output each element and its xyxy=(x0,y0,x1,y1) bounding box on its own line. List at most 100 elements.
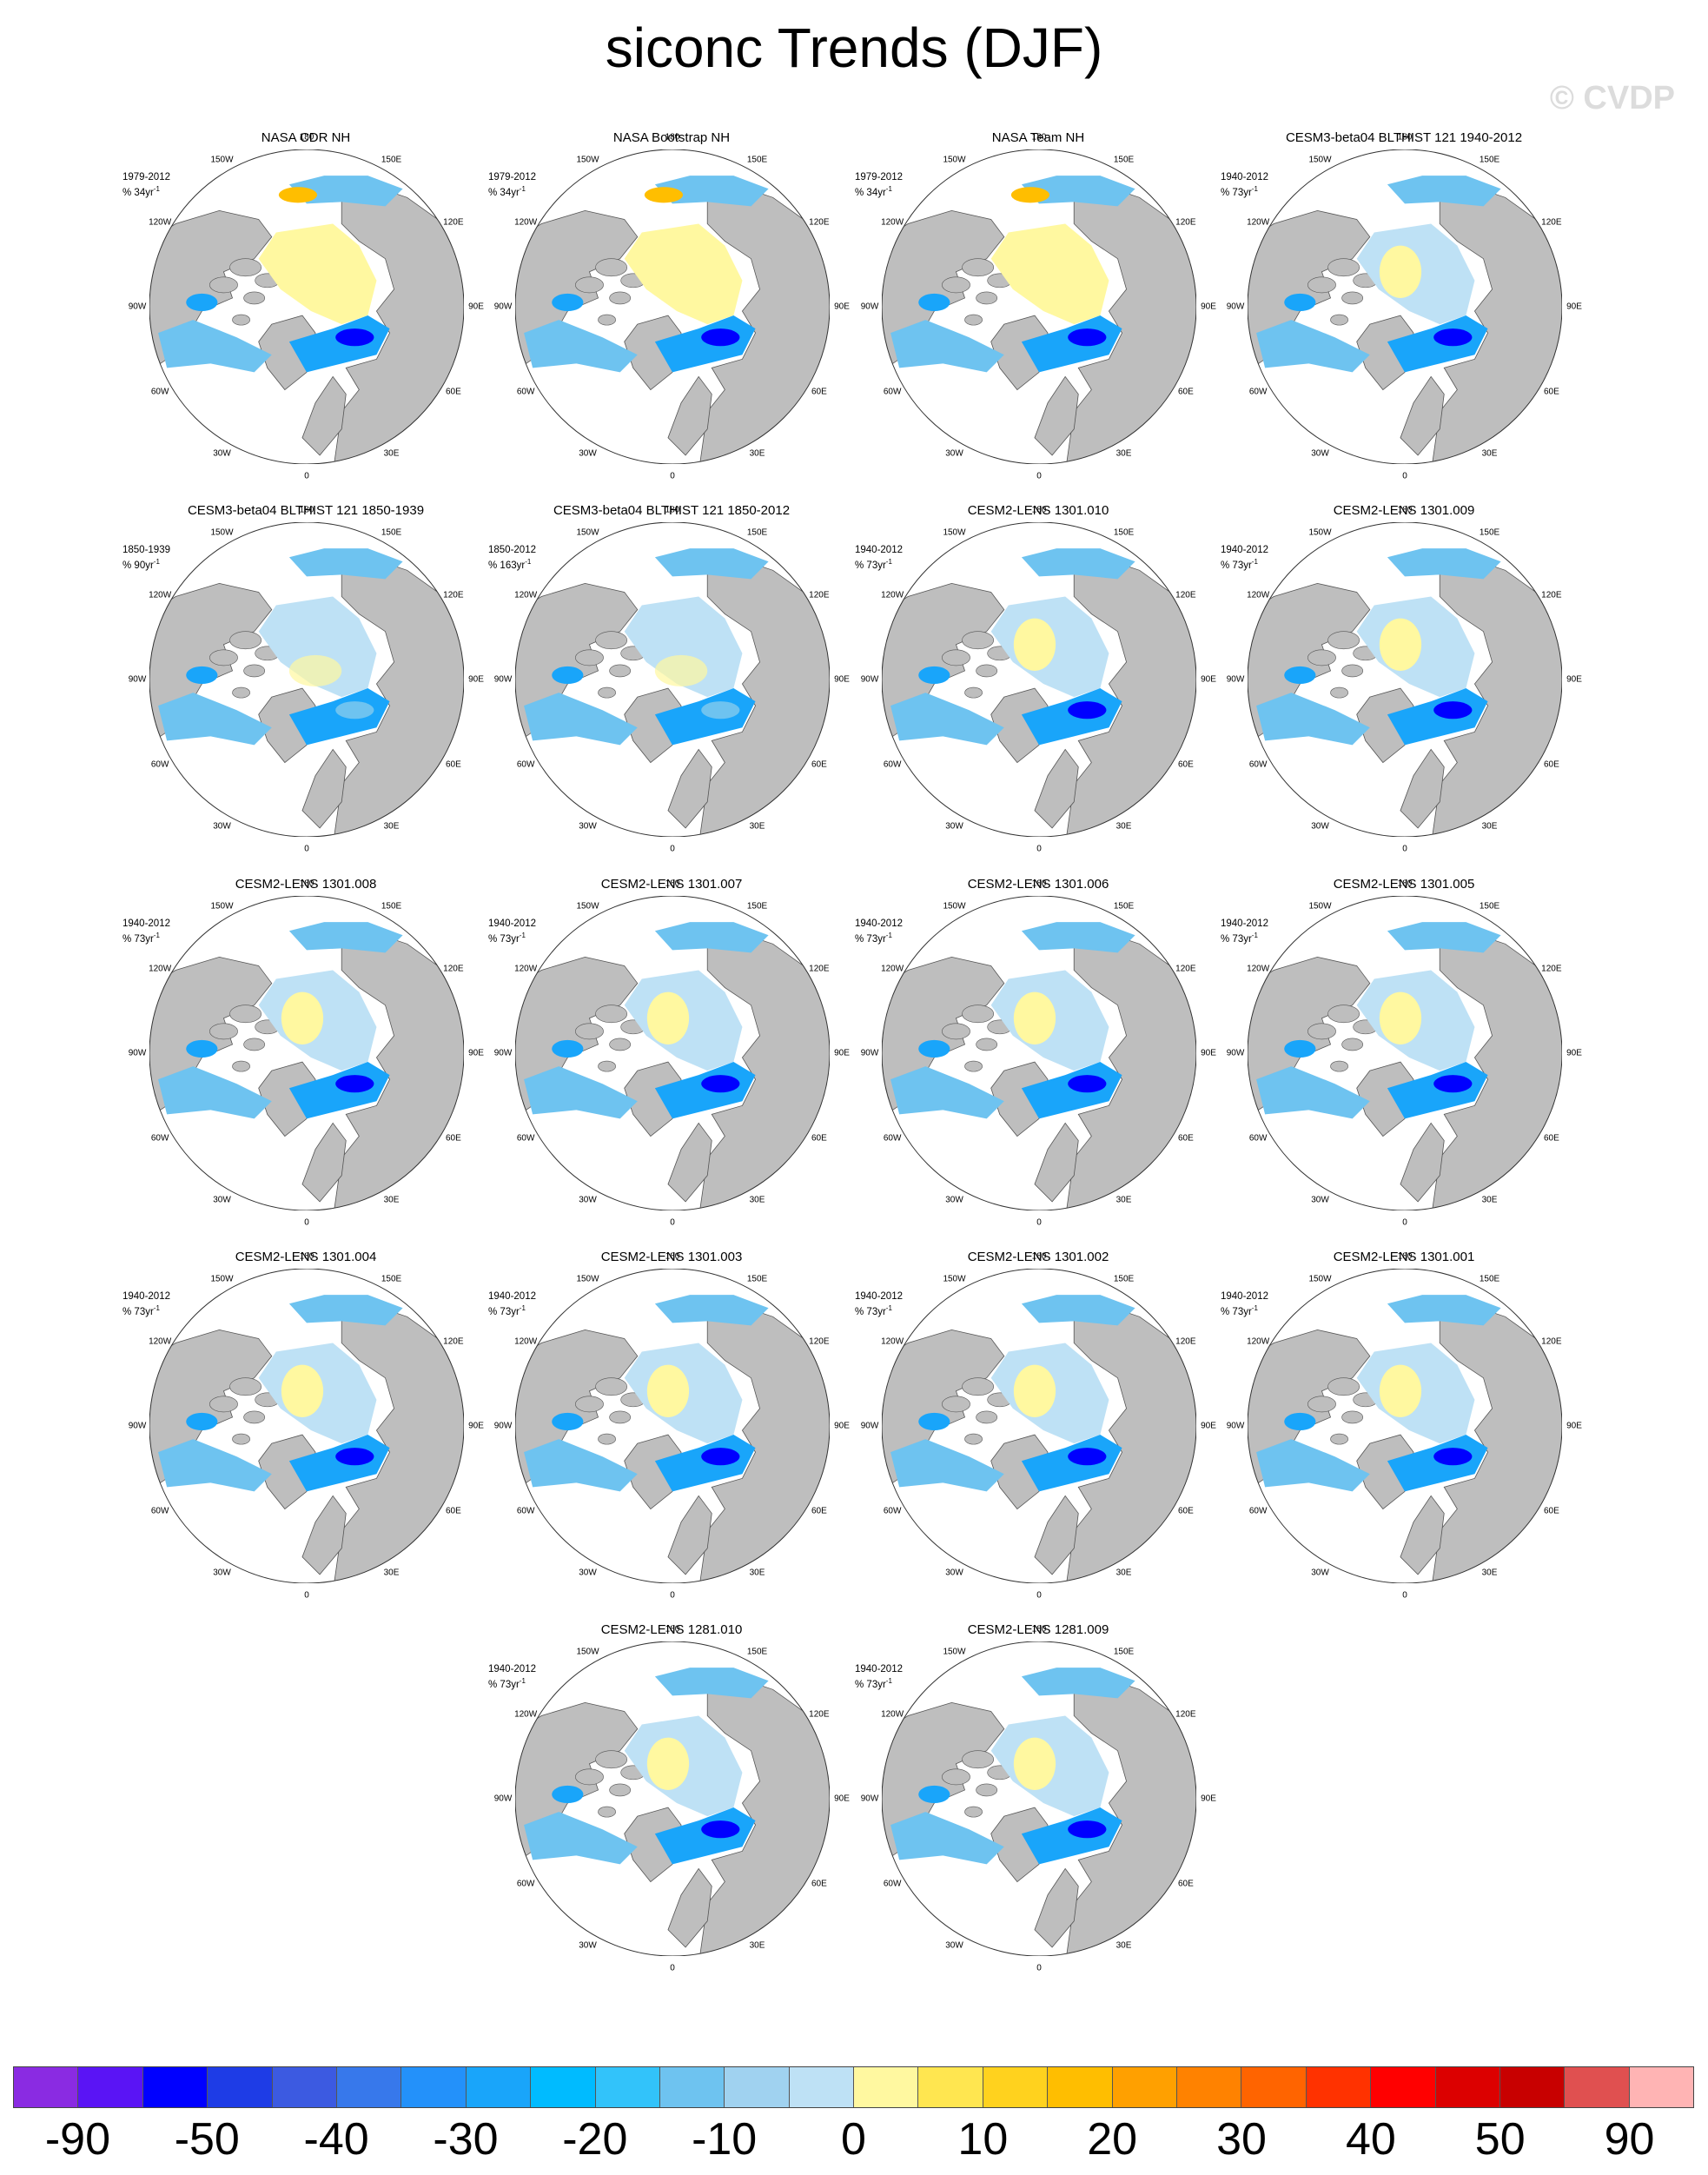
longitude-label: 150W xyxy=(576,155,599,165)
longitude-label: 120W xyxy=(514,1709,538,1719)
period-years: 1940-2012 xyxy=(122,918,170,929)
trend-unit: % 90yr-1 xyxy=(122,556,170,572)
period-years: 1940-2012 xyxy=(488,1291,536,1302)
map-panel: CESM3-beta04 BLTHIST 121 1940-2012 1940-2… xyxy=(1200,130,1608,495)
longitude-label: 150E xyxy=(381,901,402,912)
exponent: -1 xyxy=(153,558,160,566)
longitude-label: 150E xyxy=(381,155,402,165)
longitude-label: 60E xyxy=(1177,1133,1194,1143)
longitude-label: 30E xyxy=(383,1195,400,1205)
exponent: -1 xyxy=(885,185,892,193)
panel-title: CESM2-LENS 1301.007 xyxy=(600,877,743,892)
longitude-label: 150E xyxy=(1479,1274,1500,1284)
longitude-label: 90E xyxy=(1201,674,1216,685)
longitude-label: 90W xyxy=(128,1421,147,1431)
longitude-label: 120E xyxy=(443,1336,464,1346)
polar-map xyxy=(515,149,830,464)
colorbar-tick-label: -10 xyxy=(692,2114,758,2165)
longitude-label: 60W xyxy=(883,387,902,396)
longitude-label: 120W xyxy=(1247,964,1270,973)
longitude-label: 30E xyxy=(383,1568,400,1578)
longitude-label: 60W xyxy=(1248,1133,1268,1143)
longitude-label: 150E xyxy=(746,527,768,538)
trend-unit: % 73yr-1 xyxy=(855,930,903,945)
trend-unit-text: % 73yr xyxy=(122,933,154,945)
trend-unit: % 73yr-1 xyxy=(1221,183,1268,199)
longitude-label: 30E xyxy=(749,821,765,832)
trend-unit: % 34yr-1 xyxy=(122,183,170,199)
longitude-label: 90W xyxy=(493,302,513,312)
trend-unit-text: % 73yr xyxy=(855,1306,886,1317)
longitude-label: 120E xyxy=(809,964,830,973)
colorbar-swatch xyxy=(1177,2067,1242,2107)
longitude-label: 30W xyxy=(213,821,231,832)
polar-map xyxy=(882,149,1196,464)
trend-unit-text: % 34yr xyxy=(855,187,886,198)
longitude-label: 60E xyxy=(445,759,461,769)
longitude-label: 120E xyxy=(443,590,464,600)
trend-unit-text: % 73yr xyxy=(855,560,886,571)
panel-title: CESM2-LENS 1281.010 xyxy=(600,1622,743,1637)
longitude-label: 60W xyxy=(1248,759,1268,769)
longitude-label: 180 xyxy=(299,505,314,515)
colorbar-swatch xyxy=(983,2067,1049,2107)
longitude-label: 30W xyxy=(579,1195,597,1205)
longitude-label: 0 xyxy=(670,1217,675,1228)
longitude-label: 30E xyxy=(383,448,400,459)
colorbar-tick-label: 90 xyxy=(1604,2114,1655,2165)
longitude-label: 60W xyxy=(516,759,535,769)
longitude-label: 150W xyxy=(210,901,234,912)
period-years: 1940-2012 xyxy=(1221,545,1268,555)
longitude-label: 90E xyxy=(468,302,484,312)
cvdp-watermark: © CVDP xyxy=(1549,80,1675,116)
trend-unit: % 73yr-1 xyxy=(488,1303,536,1318)
longitude-label: 150W xyxy=(943,901,966,912)
colorbar-tick-label: -30 xyxy=(433,2114,499,2165)
longitude-label: 30W xyxy=(579,1568,597,1578)
trend-unit: % 73yr-1 xyxy=(488,1675,536,1691)
longitude-label: 90E xyxy=(1566,1048,1582,1058)
longitude-label: 60E xyxy=(1543,759,1559,769)
longitude-label: 150E xyxy=(1479,901,1500,912)
longitude-label: 120E xyxy=(809,1709,830,1719)
longitude-label: 30W xyxy=(579,821,597,832)
longitude-label: 120E xyxy=(443,964,464,973)
longitude-label: 60E xyxy=(445,387,461,396)
longitude-label: 150E xyxy=(746,1274,768,1284)
colorbar-tick-label: -90 xyxy=(44,2114,110,2165)
panel-title: CESM2-LENS 1301.006 xyxy=(967,877,1109,892)
longitude-label: 60E xyxy=(1177,1879,1194,1888)
trend-unit-text: % 73yr xyxy=(1221,560,1252,571)
map-panel: CESM3-beta04 BLTHIST 121 1850-2012 1850-2… xyxy=(467,503,876,868)
period-years: 1940-2012 xyxy=(488,1664,536,1674)
longitude-label: 150W xyxy=(210,527,234,538)
longitude-label: 90E xyxy=(1201,1421,1216,1431)
map-panel: CESM2-LENS 1281.010 1940-2012% 73yr-1 180 1… xyxy=(467,1622,876,1987)
longitude-label: 150W xyxy=(943,527,966,538)
map-panel: CESM2-LENS 1301.005 1940-2012% 73yr-1 180 1… xyxy=(1200,877,1608,1242)
longitude-label: 30E xyxy=(1115,448,1132,459)
longitude-label: 60E xyxy=(445,1506,461,1515)
longitude-label: 150W xyxy=(943,155,966,165)
longitude-label: 150W xyxy=(210,155,234,165)
period-years: 1940-2012 xyxy=(1221,1291,1268,1302)
longitude-label: 0 xyxy=(1036,1963,1042,1973)
longitude-label: 60W xyxy=(883,759,902,769)
longitude-label: 60E xyxy=(1177,1506,1194,1515)
trend-period: 1940-2012% 73yr-1 xyxy=(855,1290,903,1318)
longitude-label: 30E xyxy=(1481,821,1498,832)
trend-unit: % 73yr-1 xyxy=(1221,1303,1268,1318)
colorbar xyxy=(13,2066,1694,2108)
longitude-label: 30W xyxy=(579,448,597,459)
longitude-label: 30E xyxy=(1115,821,1132,832)
longitude-label: 120W xyxy=(149,964,172,973)
colorbar-swatch xyxy=(854,2067,919,2107)
exponent: -1 xyxy=(885,1304,892,1312)
longitude-label: 180 xyxy=(299,132,314,143)
longitude-label: 150E xyxy=(381,1274,402,1284)
colorbar-swatch xyxy=(725,2067,790,2107)
longitude-label: 120E xyxy=(1175,590,1196,600)
trend-unit: % 73yr-1 xyxy=(122,1303,170,1318)
longitude-label: 180 xyxy=(1397,1251,1413,1262)
trend-period: 1979-2012% 34yr-1 xyxy=(488,171,536,199)
